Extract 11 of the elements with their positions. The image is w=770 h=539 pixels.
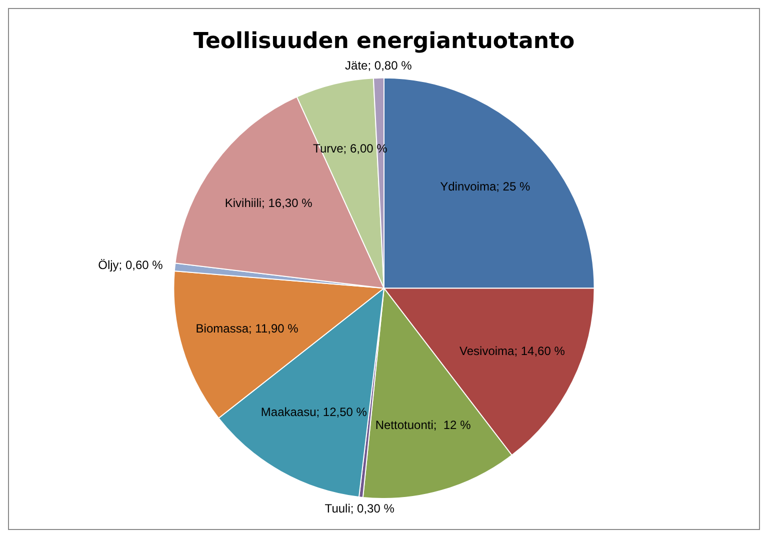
slice-label: Nettotuonti; 12 % bbox=[375, 418, 472, 432]
slice-label: Maakaasu; 12,50 % bbox=[260, 405, 368, 420]
slice-label: Turve; 6,00 % bbox=[313, 142, 388, 156]
slice-label: Tuuli; 0,30 % bbox=[324, 501, 395, 516]
chart-title: Teollisuuden energiantuotanto bbox=[193, 28, 575, 54]
slice-label: Biomassa; 11,90 % bbox=[196, 322, 299, 336]
slice-label: Ydinvoima; 25 % bbox=[440, 179, 530, 194]
slice-label: Kivihiili; 16,30 % bbox=[224, 196, 313, 210]
slice-label: Jäte; 0,80 % bbox=[345, 58, 412, 72]
slice-label: Vesivoima; 14,60 % bbox=[460, 344, 566, 358]
slice-label: Öljy; 0,60 % bbox=[98, 258, 164, 272]
